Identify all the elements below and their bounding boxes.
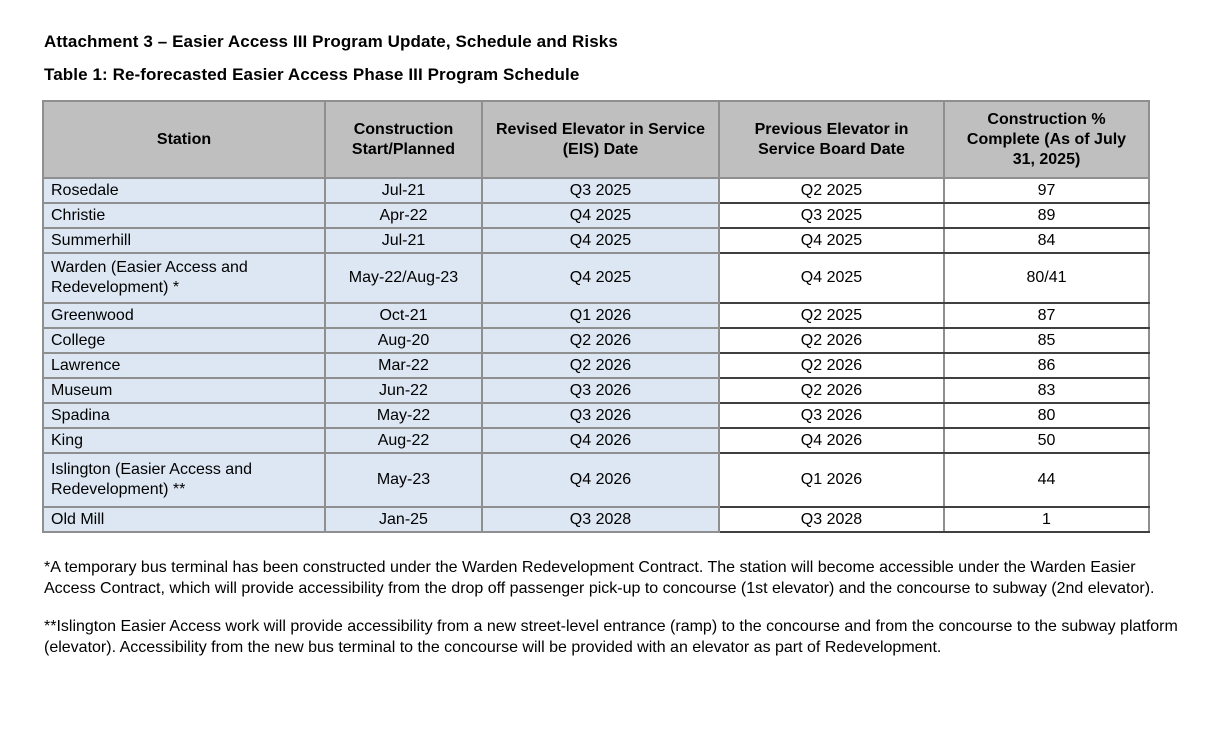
table-row: Warden (Easier Access and Redevelopment)… <box>42 252 1150 304</box>
construction-start-cell: Apr-22 <box>324 202 483 229</box>
construction-start-cell: May-23 <box>324 452 483 508</box>
col-header-previous-eis: Previous Elevator in Service Board Date <box>718 100 945 179</box>
footnote-islington: **Islington Easier Access work will prov… <box>44 618 1178 656</box>
station-cell: Lawrence <box>42 352 326 379</box>
pct-complete-cell: 80/41 <box>943 252 1150 304</box>
station-cell: Rosedale <box>42 177 326 204</box>
revised-eis-cell: Q3 2025 <box>481 177 720 204</box>
revised-eis-cell: Q2 2026 <box>481 327 720 354</box>
construction-start-cell: Jul-21 <box>324 227 483 254</box>
station-cell: King <box>42 427 326 454</box>
station-cell: Spadina <box>42 402 326 429</box>
station-cell: Museum <box>42 377 326 404</box>
table-title: Table 1: Re-forecasted Easier Access Pha… <box>44 65 580 84</box>
previous-eis-cell: Q2 2026 <box>718 327 945 354</box>
schedule-table: Station Construction Start/Planned Revis… <box>42 100 1150 533</box>
revised-eis-cell: Q4 2026 <box>481 427 720 454</box>
revised-eis-cell: Q3 2026 <box>481 402 720 429</box>
previous-eis-cell: Q4 2026 <box>718 427 945 454</box>
construction-start-cell: Jun-22 <box>324 377 483 404</box>
construction-start-cell: Mar-22 <box>324 352 483 379</box>
pct-complete-cell: 50 <box>943 427 1150 454</box>
pct-complete-cell: 1 <box>943 506 1150 533</box>
previous-eis-cell: Q3 2026 <box>718 402 945 429</box>
previous-eis-cell: Q2 2026 <box>718 377 945 404</box>
construction-start-cell: Jul-21 <box>324 177 483 204</box>
revised-eis-cell: Q3 2028 <box>481 506 720 533</box>
pct-complete-cell: 44 <box>943 452 1150 508</box>
station-cell: Summerhill <box>42 227 326 254</box>
revised-eis-cell: Q4 2025 <box>481 252 720 304</box>
table-row: Islington (Easier Access and Redevelopme… <box>42 452 1150 508</box>
col-header-station: Station <box>42 100 326 179</box>
construction-start-cell: Jan-25 <box>324 506 483 533</box>
footnote-warden: *A temporary bus terminal has been const… <box>44 559 1155 597</box>
col-header-construction-start: Construction Start/Planned <box>324 100 483 179</box>
previous-eis-cell: Q3 2028 <box>718 506 945 533</box>
construction-start-cell: May-22 <box>324 402 483 429</box>
pct-complete-cell: 85 <box>943 327 1150 354</box>
table-row: Summerhill Jul-21 Q4 2025 Q4 2025 84 <box>42 227 1150 254</box>
construction-start-cell: May-22/Aug-23 <box>324 252 483 304</box>
revised-eis-cell: Q4 2025 <box>481 227 720 254</box>
attachment-title: Attachment 3 – Easier Access III Program… <box>44 32 618 51</box>
previous-eis-cell: Q4 2025 <box>718 252 945 304</box>
revised-eis-cell: Q3 2026 <box>481 377 720 404</box>
previous-eis-cell: Q3 2025 <box>718 202 945 229</box>
revised-eis-cell: Q4 2026 <box>481 452 720 508</box>
document-page: { "page": { "title": "Attachment 3 \u201… <box>0 32 1214 731</box>
revised-eis-cell: Q4 2025 <box>481 202 720 229</box>
previous-eis-cell: Q1 2026 <box>718 452 945 508</box>
construction-start-cell: Aug-20 <box>324 327 483 354</box>
construction-start-cell: Oct-21 <box>324 302 483 329</box>
station-cell: College <box>42 327 326 354</box>
col-header-pct-complete: Construction % Complete (As of July 31, … <box>943 100 1150 179</box>
station-cell: Islington (Easier Access and Redevelopme… <box>42 452 326 508</box>
pct-complete-cell: 87 <box>943 302 1150 329</box>
table-header-row: Station Construction Start/Planned Revis… <box>42 100 1150 179</box>
table-row: King Aug-22 Q4 2026 Q4 2026 50 <box>42 427 1150 454</box>
previous-eis-cell: Q2 2025 <box>718 302 945 329</box>
pct-complete-cell: 84 <box>943 227 1150 254</box>
pct-complete-cell: 83 <box>943 377 1150 404</box>
construction-start-cell: Aug-22 <box>324 427 483 454</box>
col-header-revised-eis: Revised Elevator in Service (EIS) Date <box>481 100 720 179</box>
revised-eis-cell: Q1 2026 <box>481 302 720 329</box>
table-row: Old Mill Jan-25 Q3 2028 Q3 2028 1 <box>42 506 1150 533</box>
table-row: Museum Jun-22 Q3 2026 Q2 2026 83 <box>42 377 1150 404</box>
station-cell: Warden (Easier Access and Redevelopment)… <box>42 252 326 304</box>
table-row: College Aug-20 Q2 2026 Q2 2026 85 <box>42 327 1150 354</box>
previous-eis-cell: Q4 2025 <box>718 227 945 254</box>
pct-complete-cell: 80 <box>943 402 1150 429</box>
station-cell: Greenwood <box>42 302 326 329</box>
pct-complete-cell: 86 <box>943 352 1150 379</box>
table-row: Rosedale Jul-21 Q3 2025 Q2 2025 97 <box>42 177 1150 204</box>
station-cell: Old Mill <box>42 506 326 533</box>
table-row: Lawrence Mar-22 Q2 2026 Q2 2026 86 <box>42 352 1150 379</box>
pct-complete-cell: 89 <box>943 202 1150 229</box>
table-row: Spadina May-22 Q3 2026 Q3 2026 80 <box>42 402 1150 429</box>
station-cell: Christie <box>42 202 326 229</box>
previous-eis-cell: Q2 2026 <box>718 352 945 379</box>
pct-complete-cell: 97 <box>943 177 1150 204</box>
previous-eis-cell: Q2 2025 <box>718 177 945 204</box>
table-row: Greenwood Oct-21 Q1 2026 Q2 2025 87 <box>42 302 1150 329</box>
revised-eis-cell: Q2 2026 <box>481 352 720 379</box>
table-row: Christie Apr-22 Q4 2025 Q3 2025 89 <box>42 202 1150 229</box>
